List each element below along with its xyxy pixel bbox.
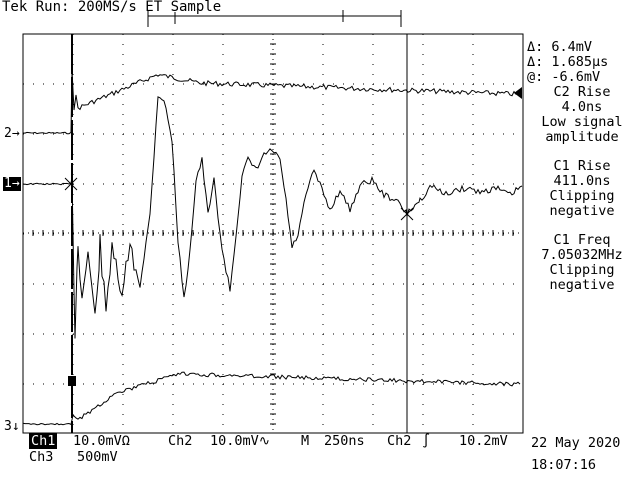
ch2-ground-marker[interactable]: 2→ [4, 126, 20, 141]
measurement-1-title: C2 Rise [553, 84, 611, 100]
trigger-slope-icon[interactable]: ∫ [422, 433, 431, 449]
trigger-level[interactable]: 10.2mV [459, 433, 508, 449]
trigger-marker-icon [68, 376, 76, 386]
graticule-grid [22, 33, 524, 433]
measurement-1-value: 4.0ns [561, 99, 603, 115]
ch1-ground-marker[interactable]: 1→ [3, 176, 21, 191]
measurement-3-note2: negative [549, 277, 615, 293]
ch3-scale[interactable]: 500mV [77, 449, 118, 465]
measurement-2-value: 411.0ns [553, 173, 611, 189]
ch1-label[interactable]: Ch1 [29, 433, 58, 449]
ch1-trace [22, 96, 523, 339]
status-bar: Tek Run: 200MS/s ET Sample [0, 0, 640, 18]
delta-voltage: Δ: 6.4mV [527, 39, 593, 55]
timebase-value[interactable]: 250ns [324, 433, 365, 449]
record-view-bracket [147, 10, 402, 27]
measurement-1-note2: amplitude [545, 129, 619, 145]
cursor-voltage: @: -6.6mV [527, 69, 601, 85]
measurement-2-title: C1 Rise [553, 158, 611, 174]
measurement-3-title: C1 Freq [553, 232, 611, 248]
measurement-2-note2: negative [549, 203, 615, 219]
ch3-trace [22, 371, 521, 426]
ch2-scale[interactable]: 10.0mV∿ [210, 433, 271, 449]
acquisition-status: Tek Run: 200MS/s ET Sample [2, 0, 222, 15]
delta-time: Δ: 1.685µs [527, 54, 609, 70]
settings-bar: Ch1 10.0mVΩ Ch2 10.0mV∿ M 250ns Ch2 ∫ 10… [0, 432, 640, 480]
date: 22 May 2020 [531, 435, 621, 451]
measurement-2-note: Clipping [549, 188, 615, 204]
clock-time: 18:07:16 [531, 457, 597, 473]
trigger-level-arrow-icon [514, 87, 522, 99]
ch3-ground-marker[interactable]: 3↓ [4, 419, 20, 434]
trigger-source[interactable]: Ch2 [387, 433, 412, 449]
cursor-cross-icons [64, 177, 414, 221]
measurement-3-value: 7.05032MHz [541, 247, 623, 263]
ch2-label[interactable]: Ch2 [168, 433, 193, 449]
ch3-label[interactable]: Ch3 [29, 449, 54, 465]
timebase-label: M [301, 433, 310, 449]
measurement-1-note: Low signal [541, 114, 623, 130]
ch1-scale[interactable]: 10.0mVΩ [73, 433, 130, 449]
measurement-3-note: Clipping [549, 262, 615, 278]
ch2-trace [22, 69, 521, 135]
measurement-panel: Δ: 6.4mV Δ: 1.685µs @: -6.6mV C2 Rise 4.… [527, 40, 637, 293]
